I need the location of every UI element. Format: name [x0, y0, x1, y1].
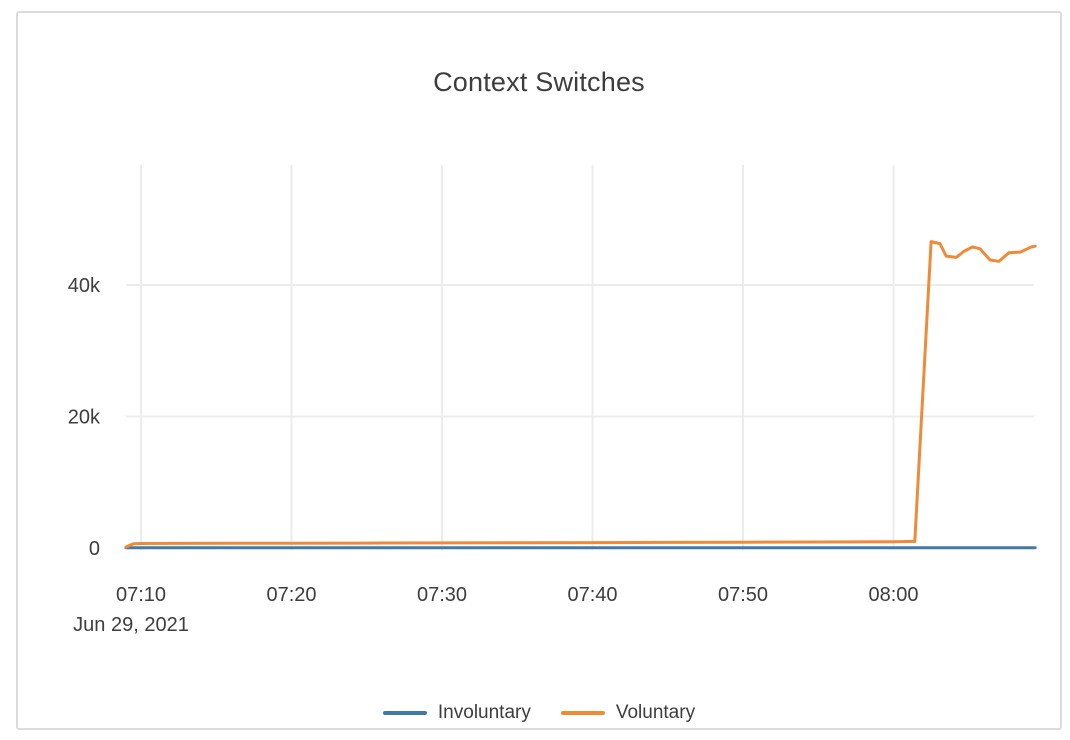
chart-legend: Involuntary Voluntary: [18, 702, 1060, 724]
chart-title: Context Switches: [433, 67, 645, 97]
involuntary-line-swatch: [382, 711, 427, 715]
x-tick-label: 07:30: [417, 584, 467, 606]
y-tick-label: 40k: [68, 275, 101, 297]
context-switches-chart: 0 20k 40k 07:10 Jun 29, 2021 07:20 07:30 07:40 0…: [68, 165, 1037, 636]
legend-label-involuntary: Involuntary: [437, 702, 531, 723]
x-tick-label: 07:10: [116, 584, 166, 606]
x-axis-date-label: Jun 29, 2021: [73, 614, 189, 636]
x-tick-label: 07:50: [718, 584, 768, 606]
legend-item-voluntary[interactable]: Voluntary: [560, 702, 696, 724]
legend-label-voluntary: Voluntary: [615, 702, 696, 723]
x-tick-label: 07:20: [266, 584, 316, 606]
y-tick-label: 0: [89, 538, 100, 560]
legend-item-involuntary[interactable]: Involuntary: [382, 702, 531, 724]
x-tick-label: 08:00: [868, 584, 918, 606]
voluntary-line-swatch: [560, 711, 605, 715]
x-tick-label: 07:40: [567, 584, 617, 606]
y-tick-label: 20k: [68, 407, 101, 429]
chart-card: Context Switches 0 20k 40k 07:10 Jun 29, 202…: [16, 11, 1062, 730]
voluntary-line: [124, 240, 1037, 549]
